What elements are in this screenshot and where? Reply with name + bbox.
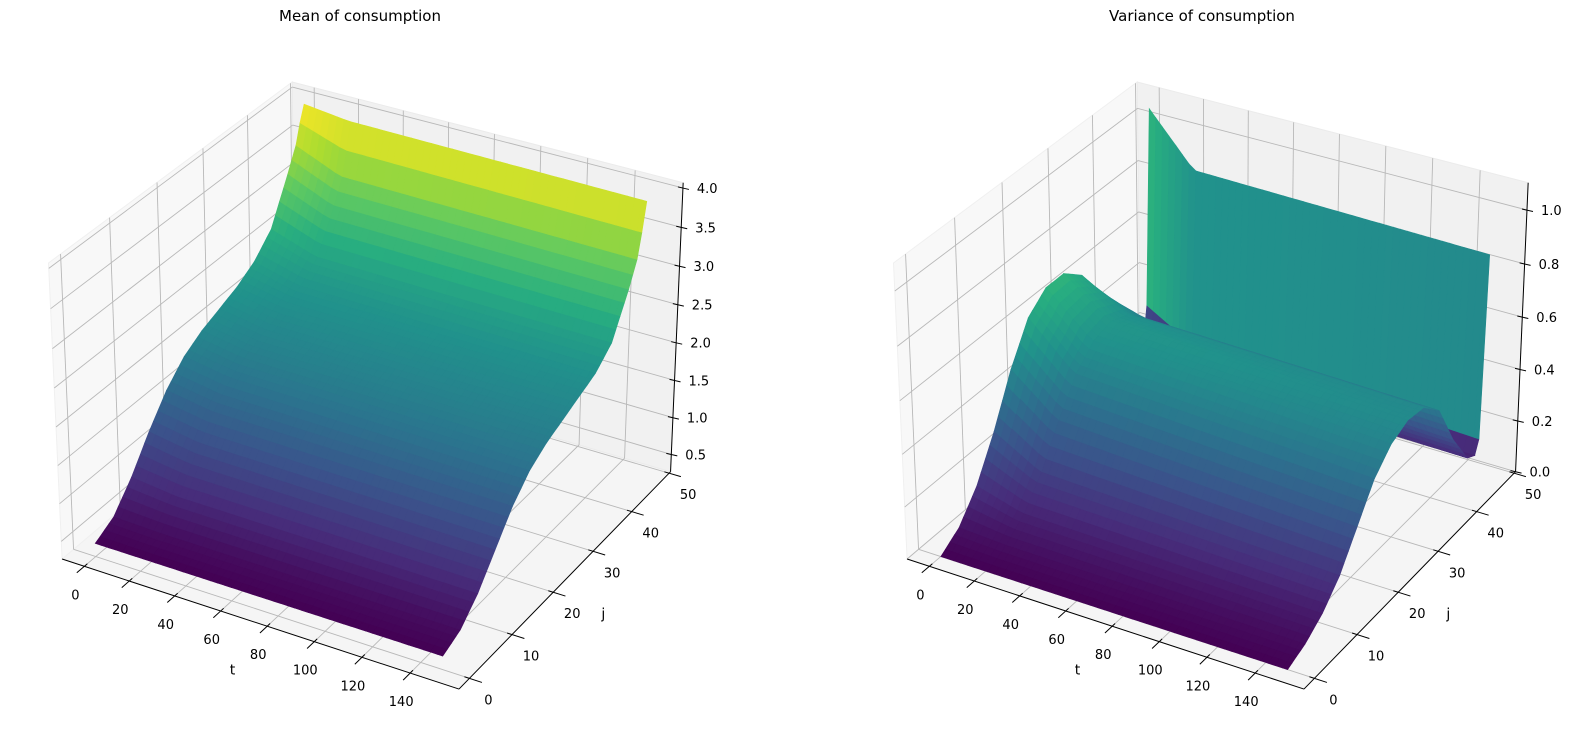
t-axis-label: t bbox=[1075, 662, 1081, 678]
z-tick-label: 2.0 bbox=[690, 337, 711, 352]
t-tick-label: 40 bbox=[1002, 618, 1019, 633]
j-tick-label: 20 bbox=[1409, 607, 1426, 622]
j-tick-label: 30 bbox=[604, 566, 621, 581]
z-tick-label: 4.0 bbox=[697, 182, 718, 197]
gridline-z bbox=[50, 124, 293, 310]
chart-title: Variance of consumption bbox=[1109, 7, 1295, 25]
t-tick-label: 140 bbox=[389, 695, 414, 710]
t-tick-label: 60 bbox=[203, 633, 220, 648]
t-tick-label: 140 bbox=[1234, 695, 1259, 710]
t-tick-label: 40 bbox=[157, 618, 174, 633]
j-tick-label: 30 bbox=[1449, 566, 1466, 581]
z-tick-label: 0.4 bbox=[1534, 363, 1555, 378]
t-tick-label: 100 bbox=[293, 664, 318, 679]
gridline-j bbox=[73, 548, 470, 679]
j-tick-label: 40 bbox=[642, 527, 659, 542]
j-axis-label: j bbox=[1445, 607, 1450, 623]
gridline-z bbox=[52, 162, 294, 349]
j-tick-label: 20 bbox=[564, 607, 581, 622]
t-tick-label: 0 bbox=[916, 588, 924, 603]
z-tick-label: 0.5 bbox=[685, 448, 706, 463]
gridline-z bbox=[48, 86, 293, 269]
t-tick-label: 60 bbox=[1048, 633, 1065, 648]
z-tick-label: 3.0 bbox=[694, 260, 715, 275]
t-tick-label: 0 bbox=[71, 588, 79, 603]
j-tick-label: 0 bbox=[1329, 693, 1337, 708]
j-axis-label: j bbox=[600, 607, 605, 623]
j-tick-label: 50 bbox=[1525, 488, 1542, 503]
t-tick-label: 20 bbox=[957, 603, 974, 618]
j-tick-label: 50 bbox=[680, 488, 697, 503]
t-tick-label: 100 bbox=[1138, 664, 1163, 679]
z-tick-label: 1.0 bbox=[1541, 204, 1562, 219]
gridline-j bbox=[109, 217, 121, 510]
gridline-z bbox=[53, 199, 294, 389]
t-axis-label: t bbox=[230, 662, 236, 678]
z-tick-label: 1.5 bbox=[689, 374, 710, 389]
j-tick-label: 0 bbox=[484, 693, 492, 708]
chart-title: Mean of consumption bbox=[279, 7, 441, 25]
surface bbox=[94, 103, 648, 657]
t-tick-label: 120 bbox=[1185, 679, 1210, 694]
t-tick-label: 80 bbox=[1095, 648, 1112, 663]
t-tick-label: 20 bbox=[112, 603, 129, 618]
z-tick-label: 0.8 bbox=[1539, 258, 1560, 273]
z-tick-label: 3.5 bbox=[695, 221, 716, 236]
t-tick-label: 80 bbox=[250, 648, 267, 663]
z-tick-label: 0.0 bbox=[1530, 466, 1551, 481]
j-tick-label: 40 bbox=[1487, 527, 1504, 542]
z-tick-label: 1.0 bbox=[687, 412, 708, 427]
j-tick-label: 10 bbox=[1368, 650, 1385, 665]
z-tick-label: 0.6 bbox=[1536, 311, 1557, 326]
z-tick-label: 0.2 bbox=[1532, 415, 1553, 430]
j-tick-label: 10 bbox=[523, 650, 540, 665]
mean-consumption-3d-axes: Mean of consumption 0 20 40 60 80 100 120 140 0 1… bbox=[47, 7, 718, 710]
t-tick-label: 120 bbox=[340, 679, 365, 694]
gridline-z bbox=[292, 86, 684, 189]
z-tick-label: 2.5 bbox=[692, 299, 713, 314]
gridline-j bbox=[60, 254, 75, 550]
